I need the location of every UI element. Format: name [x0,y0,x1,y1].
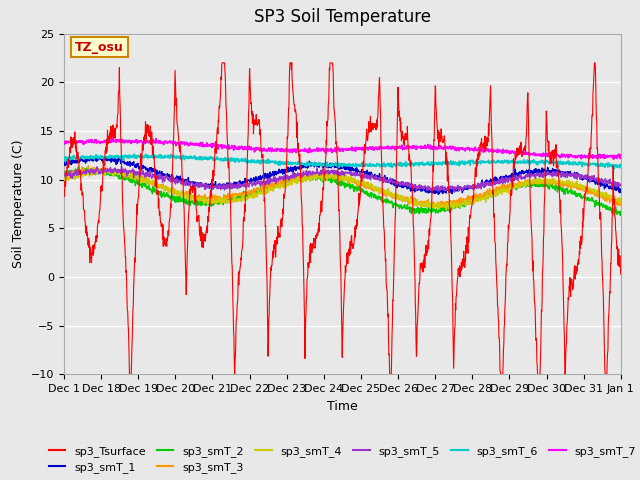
sp3_smT_4 [312,172,320,178]
sp3_smT_4 [445,204,452,210]
sp3_smT_2 [70,169,78,175]
sp3_smT_6 [131,151,138,157]
sp3_smT_7 [60,139,68,144]
sp3_smT_7 [312,148,320,154]
sp3_smT_2 [346,183,353,189]
sp3_smT_5 [312,170,320,176]
sp3_Tsurface [218,60,226,66]
sp3_Tsurface [126,372,134,377]
sp3_smT_1 [70,158,78,164]
sp3_smT_5 [70,171,78,177]
sp3_smT_1 [312,162,320,168]
sp3_smT_1 [445,188,452,193]
sp3_smT_1 [582,175,589,181]
Line: sp3_smT_5: sp3_smT_5 [64,167,621,192]
sp3_smT_4 [442,207,450,213]
sp3_smT_1 [160,171,168,177]
sp3_smT_6 [60,157,68,163]
sp3_smT_3 [160,184,168,190]
sp3_smT_3 [617,203,625,208]
sp3_smT_4 [60,176,68,181]
sp3_smT_6 [444,159,452,165]
Line: sp3_Tsurface: sp3_Tsurface [64,63,621,374]
sp3_smT_5 [617,182,625,188]
sp3_smT_5 [60,173,68,179]
sp3_smT_5 [118,164,125,169]
sp3_smT_7 [346,146,353,152]
sp3_smT_1 [60,162,68,168]
sp3_smT_4 [90,166,97,171]
sp3_smT_1 [617,187,625,192]
sp3_smT_7 [444,144,452,150]
sp3_Tsurface [582,190,589,195]
sp3_smT_7 [160,141,168,146]
sp3_smT_2 [616,213,624,218]
Line: sp3_smT_6: sp3_smT_6 [64,154,621,169]
sp3_Tsurface [617,272,625,277]
sp3_Tsurface [312,235,320,241]
Title: SP3 Soil Temperature: SP3 Soil Temperature [254,9,431,26]
sp3_smT_3 [70,168,78,174]
Line: sp3_smT_3: sp3_smT_3 [64,166,621,207]
sp3_smT_1 [93,154,101,159]
sp3_smT_3 [445,202,452,207]
Line: sp3_smT_7: sp3_smT_7 [64,138,621,159]
sp3_smT_5 [582,174,589,180]
sp3_smT_5 [346,170,353,176]
sp3_smT_6 [70,153,78,159]
sp3_smT_3 [436,204,444,210]
sp3_smT_5 [160,177,168,183]
sp3_smT_2 [312,175,320,181]
sp3_smT_5 [450,189,458,194]
sp3_smT_4 [617,196,625,202]
sp3_smT_6 [582,161,589,167]
sp3_Tsurface [346,253,353,259]
sp3_smT_7 [582,154,589,159]
sp3_smT_4 [70,174,78,180]
Y-axis label: Soil Temperature (C): Soil Temperature (C) [12,140,26,268]
sp3_smT_6 [617,163,625,169]
Text: TZ_osu: TZ_osu [75,41,124,54]
sp3_smT_6 [611,166,618,172]
sp3_Tsurface [160,234,168,240]
sp3_smT_6 [346,162,353,168]
Line: sp3_smT_4: sp3_smT_4 [64,168,621,210]
sp3_smT_2 [444,204,452,210]
sp3_smT_7 [610,156,618,162]
sp3_smT_2 [617,209,625,215]
sp3_smT_7 [617,152,625,158]
sp3_smT_3 [60,171,68,177]
sp3_smT_7 [108,135,116,141]
sp3_smT_1 [346,168,353,173]
sp3_smT_3 [84,163,92,168]
sp3_smT_3 [312,174,320,180]
sp3_smT_4 [582,187,589,192]
sp3_smT_2 [582,193,589,199]
sp3_smT_5 [444,184,452,190]
sp3_smT_2 [160,191,168,196]
sp3_smT_7 [70,139,78,145]
sp3_smT_2 [60,171,68,177]
sp3_Tsurface [60,194,68,200]
sp3_smT_1 [435,192,442,197]
sp3_smT_2 [74,164,82,170]
sp3_smT_4 [160,186,168,192]
X-axis label: Time: Time [327,400,358,413]
sp3_smT_6 [312,161,320,167]
Legend: sp3_Tsurface, sp3_smT_1, sp3_smT_2, sp3_smT_3, sp3_smT_4, sp3_smT_5, sp3_smT_6, : sp3_Tsurface, sp3_smT_1, sp3_smT_2, sp3_… [44,441,640,478]
sp3_smT_6 [160,154,168,160]
sp3_Tsurface [70,140,78,146]
sp3_smT_3 [346,178,353,183]
Line: sp3_smT_2: sp3_smT_2 [64,167,621,216]
sp3_smT_3 [582,188,589,194]
sp3_smT_4 [346,179,353,185]
sp3_Tsurface [445,173,452,179]
Line: sp3_smT_1: sp3_smT_1 [64,156,621,194]
